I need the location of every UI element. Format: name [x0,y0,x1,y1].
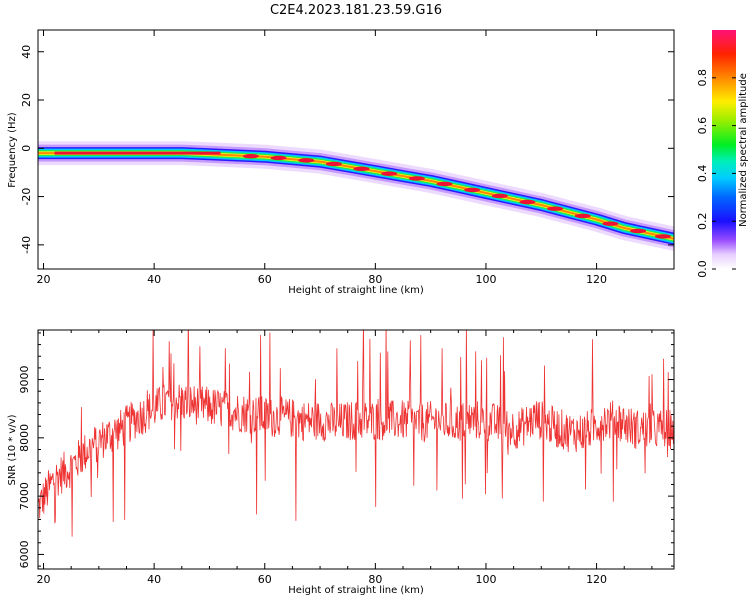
colorbar: 0.0 0.2 0.4 0.6 0.8 [696,30,736,278]
x-tick-label: 20 [37,273,51,286]
spectrogram-panel [38,141,674,251]
x-tick-label: 60 [258,273,272,286]
y-tick-label: 8000 [18,424,31,452]
ridge-peak [574,213,591,219]
ridge-peak [630,228,647,234]
y-tick-label: 40 [20,45,33,59]
x-tick-label: 80 [368,573,382,586]
colorbar-tick-label: 0.8 [696,69,709,87]
y-tick-label: 6000 [18,540,31,568]
colorbar-gradient [712,30,736,269]
ridge-peak [54,151,221,155]
spectrogram-y-label: Frequency (Hz) [7,112,18,188]
ridge-peak [464,187,481,193]
x-tick-label: 80 [368,273,382,286]
colorbar-tick-label: 0.6 [696,117,709,135]
x-tick-label: 100 [475,273,496,286]
ridge-peak [547,206,564,211]
ridge-peak [353,166,370,172]
spectrogram-frame [37,29,675,270]
y-tick-label: 7000 [18,482,31,510]
colorbar-tick-label: 0.2 [696,212,709,230]
ridge-peak [491,193,508,199]
x-tick-label: 120 [586,273,607,286]
ridge-peak [298,158,315,163]
ridge-peak [519,199,536,205]
x-tick-label: 40 [147,573,161,586]
ridge-peak [408,176,425,181]
y-tick-label: 20 [20,93,33,107]
snr-x-label: Height of straight line (km) [288,585,424,596]
y-tick-label: -40 [20,236,33,254]
ridge-peak [381,171,398,176]
ridge-peak [602,221,619,226]
chart-title: C2E4.2023.181.23.59.G16 [270,3,442,18]
snr-y-label: SNR (10 * v/v) [7,414,18,485]
ridge-peak [654,234,671,239]
x-tick-label: 60 [258,573,272,586]
colorbar-tick-label: 0.4 [696,165,709,183]
colorbar-label: Normalized spectral amplitude [738,73,749,227]
x-tick-label: 120 [586,573,607,586]
snr-axes: 20 40 60 80 100 120 6000 7000 8000 9000 [18,330,674,586]
colorbar-tick-label: 0.0 [696,260,709,278]
ridge-peak [436,181,453,187]
ridge-peak [270,155,287,161]
snr-panel [38,330,674,537]
x-tick-label: 20 [37,573,51,586]
ridge-peak [325,161,342,167]
x-tick-label: 100 [475,573,496,586]
ridge-peak [242,153,259,159]
y-tick-label: -20 [20,188,33,206]
spectrogram-x-label: Height of straight line (km) [288,285,424,296]
y-tick-label: 0 [20,145,33,152]
snr-series-line [38,330,674,537]
x-tick-label: 40 [147,273,161,286]
spectrogram-axes: 20 40 60 80 100 120 -40 -20 0 20 40 [20,30,674,286]
y-tick-label: 9000 [18,366,31,394]
